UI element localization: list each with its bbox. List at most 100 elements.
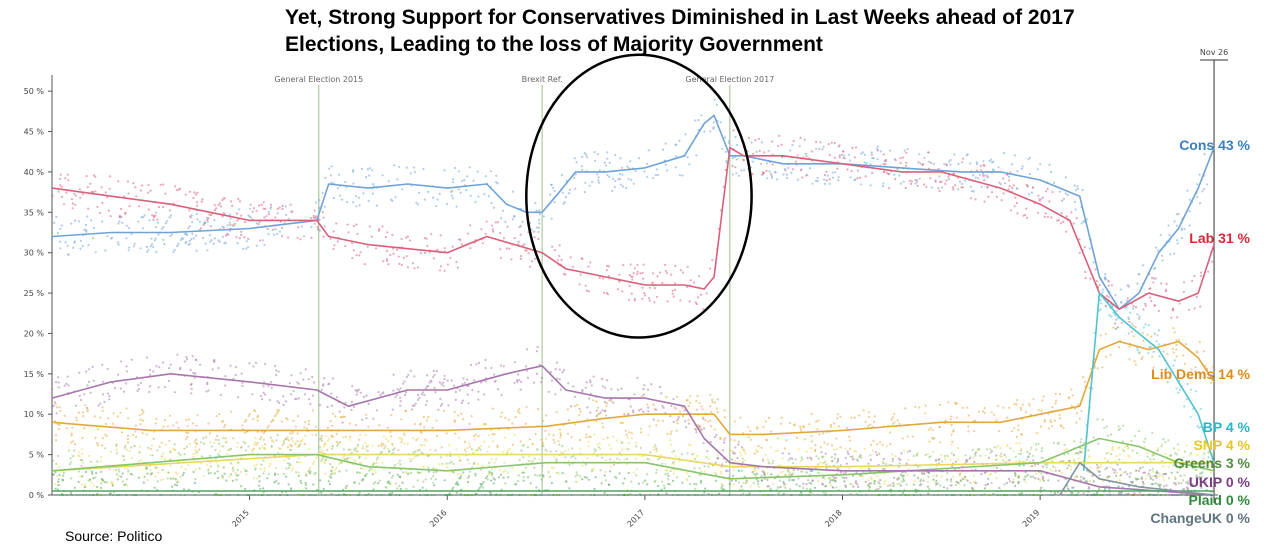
poll-dot <box>330 492 333 495</box>
poll-dot <box>766 458 769 461</box>
poll-dot <box>607 483 611 486</box>
poll-dot <box>1151 467 1154 470</box>
poll-dot <box>714 461 717 464</box>
poll-dot <box>199 441 202 444</box>
poll-dot <box>720 472 723 475</box>
poll-dot <box>957 458 960 461</box>
poll-dot <box>592 375 595 378</box>
poll-dot <box>186 425 189 428</box>
poll-dot <box>443 169 446 172</box>
poll-dot <box>894 455 897 458</box>
poll-dot <box>185 438 188 441</box>
poll-dot <box>54 471 57 474</box>
poll-dot <box>533 257 537 260</box>
poll-dot <box>125 448 128 451</box>
poll-dot <box>974 176 977 179</box>
poll-dot <box>1037 409 1040 412</box>
poll-dot <box>1187 493 1190 496</box>
poll-dot <box>849 482 852 485</box>
y-tick-label: 20 % <box>24 329 45 338</box>
poll-dot <box>593 451 596 454</box>
poll-dot <box>83 228 86 231</box>
poll-dot <box>231 479 234 482</box>
poll-dot <box>421 486 424 489</box>
poll-dot <box>408 457 411 460</box>
poll-dot <box>122 454 125 458</box>
poll-dot <box>1035 448 1038 451</box>
poll-dot <box>1210 381 1213 384</box>
poll-dot <box>477 398 480 401</box>
poll-dot <box>472 451 475 454</box>
poll-dot <box>568 188 572 191</box>
poll-dot <box>827 143 830 146</box>
poll-dot <box>506 451 509 454</box>
poll-dot <box>66 173 69 176</box>
poll-dot <box>634 457 637 460</box>
poll-dot <box>1013 403 1016 406</box>
poll-dot <box>364 474 367 477</box>
poll-dot <box>870 443 873 446</box>
x-tick-label: 2018 <box>823 508 844 529</box>
poll-dot <box>588 397 591 400</box>
poll-dot <box>696 394 699 397</box>
poll-dot <box>1051 470 1054 473</box>
poll-dot <box>324 176 327 179</box>
poll-dot <box>679 299 682 302</box>
poll-dot <box>952 475 955 478</box>
poll-dot <box>715 473 718 476</box>
poll-dot <box>552 434 555 437</box>
poll-dot <box>372 488 375 491</box>
poll-dot <box>216 434 219 438</box>
poll-dot <box>55 462 58 466</box>
poll-dot <box>259 487 262 490</box>
poll-dot <box>553 456 556 459</box>
poll-dot <box>1059 222 1063 225</box>
poll-dot <box>989 448 992 451</box>
poll-dot <box>313 222 316 225</box>
poll-dot <box>274 364 277 368</box>
poll-dot <box>443 479 446 482</box>
poll-dot <box>341 457 344 460</box>
poll-dot <box>494 493 497 497</box>
poll-dot <box>742 158 745 161</box>
poll-dot <box>726 469 729 472</box>
poll-dot <box>949 158 952 162</box>
poll-dot <box>1122 449 1125 452</box>
poll-dot <box>1160 282 1163 285</box>
poll-dot <box>495 181 498 184</box>
poll-dot <box>187 418 190 421</box>
poll-dot <box>821 462 824 465</box>
event-label: General Election 2015 <box>274 75 363 84</box>
poll-dot <box>521 444 525 447</box>
poll-dot <box>345 469 348 472</box>
poll-dot <box>555 411 558 414</box>
poll-dot <box>115 473 119 476</box>
poll-dot <box>973 429 976 433</box>
poll-dot <box>434 449 437 452</box>
poll-dot <box>1184 342 1187 346</box>
poll-dot <box>771 163 774 166</box>
poll-dot <box>879 479 882 482</box>
poll-dot <box>326 448 329 451</box>
poll-dot <box>723 416 727 419</box>
poll-dot <box>1163 478 1166 482</box>
poll-dot <box>307 423 310 426</box>
poll-dot <box>817 480 820 483</box>
poll-dot <box>217 466 220 469</box>
poll-dot <box>370 235 373 238</box>
poll-dot <box>808 167 812 170</box>
poll-dot <box>132 245 136 248</box>
poll-dot <box>59 184 62 187</box>
poll-dot <box>949 163 952 166</box>
poll-dot <box>416 203 419 206</box>
poll-dot <box>956 446 960 449</box>
poll-dot <box>938 175 941 178</box>
poll-dot <box>274 415 277 418</box>
poll-dot <box>65 191 68 194</box>
poll-dot <box>739 451 742 454</box>
poll-dot <box>1109 466 1112 469</box>
poll-dot <box>1170 471 1173 474</box>
poll-dot <box>344 486 347 490</box>
poll-dot <box>876 158 879 161</box>
poll-dot <box>474 200 477 204</box>
